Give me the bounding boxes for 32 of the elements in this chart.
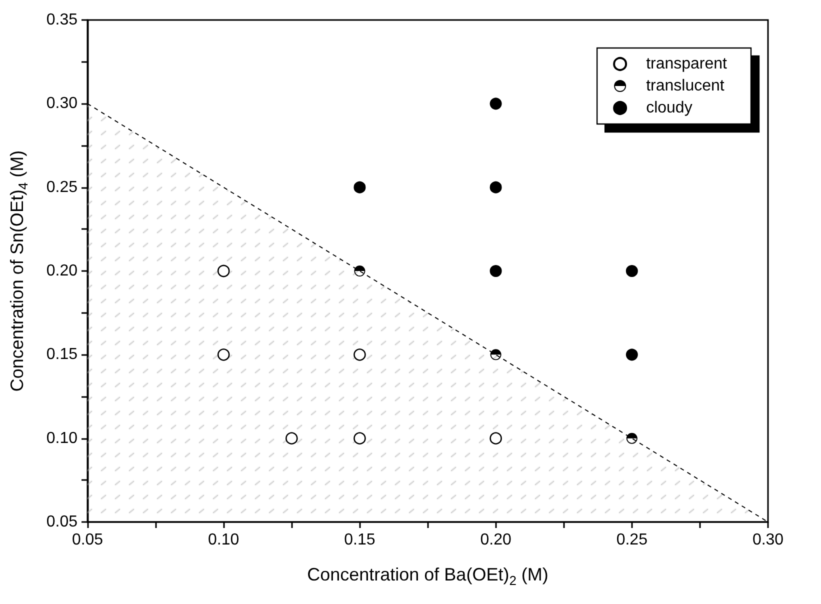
legend-label: transparent <box>646 56 728 72</box>
x-tick-label: 0.10 <box>208 532 240 548</box>
y-tick-label: 0.15 <box>46 346 78 364</box>
x-tick-label: 0.20 <box>480 532 512 548</box>
point <box>626 432 638 444</box>
point <box>490 349 502 360</box>
point <box>490 432 502 444</box>
point <box>354 266 366 276</box>
point <box>626 265 638 277</box>
y-tick-label: 0.25 <box>46 178 78 196</box>
y-axis-title: Concentration of Sn(OEt)4 (M) <box>7 150 30 392</box>
point <box>217 348 230 361</box>
x-tick-label: 0.15 <box>344 532 376 548</box>
legend-label: translucent <box>646 78 725 94</box>
point <box>354 348 366 361</box>
x-tick-label: 0.25 <box>616 532 648 548</box>
point <box>490 265 502 277</box>
point <box>490 98 502 110</box>
y-tick-label: 0.10 <box>46 430 78 447</box>
x-tick-label: 0.05 <box>72 532 104 548</box>
y-tick-label: 0.35 <box>46 12 78 28</box>
point <box>626 348 638 361</box>
y-tick-label: 0.20 <box>46 262 78 280</box>
point <box>354 181 366 194</box>
legend-label: cloudy <box>646 100 692 116</box>
point <box>286 432 298 444</box>
x-tick-label: 0.30 <box>752 532 784 548</box>
y-tick-label: 0.05 <box>46 514 78 530</box>
y-tick-label: 0.30 <box>46 95 78 112</box>
point <box>490 181 502 194</box>
point <box>217 264 230 278</box>
point <box>354 432 366 444</box>
